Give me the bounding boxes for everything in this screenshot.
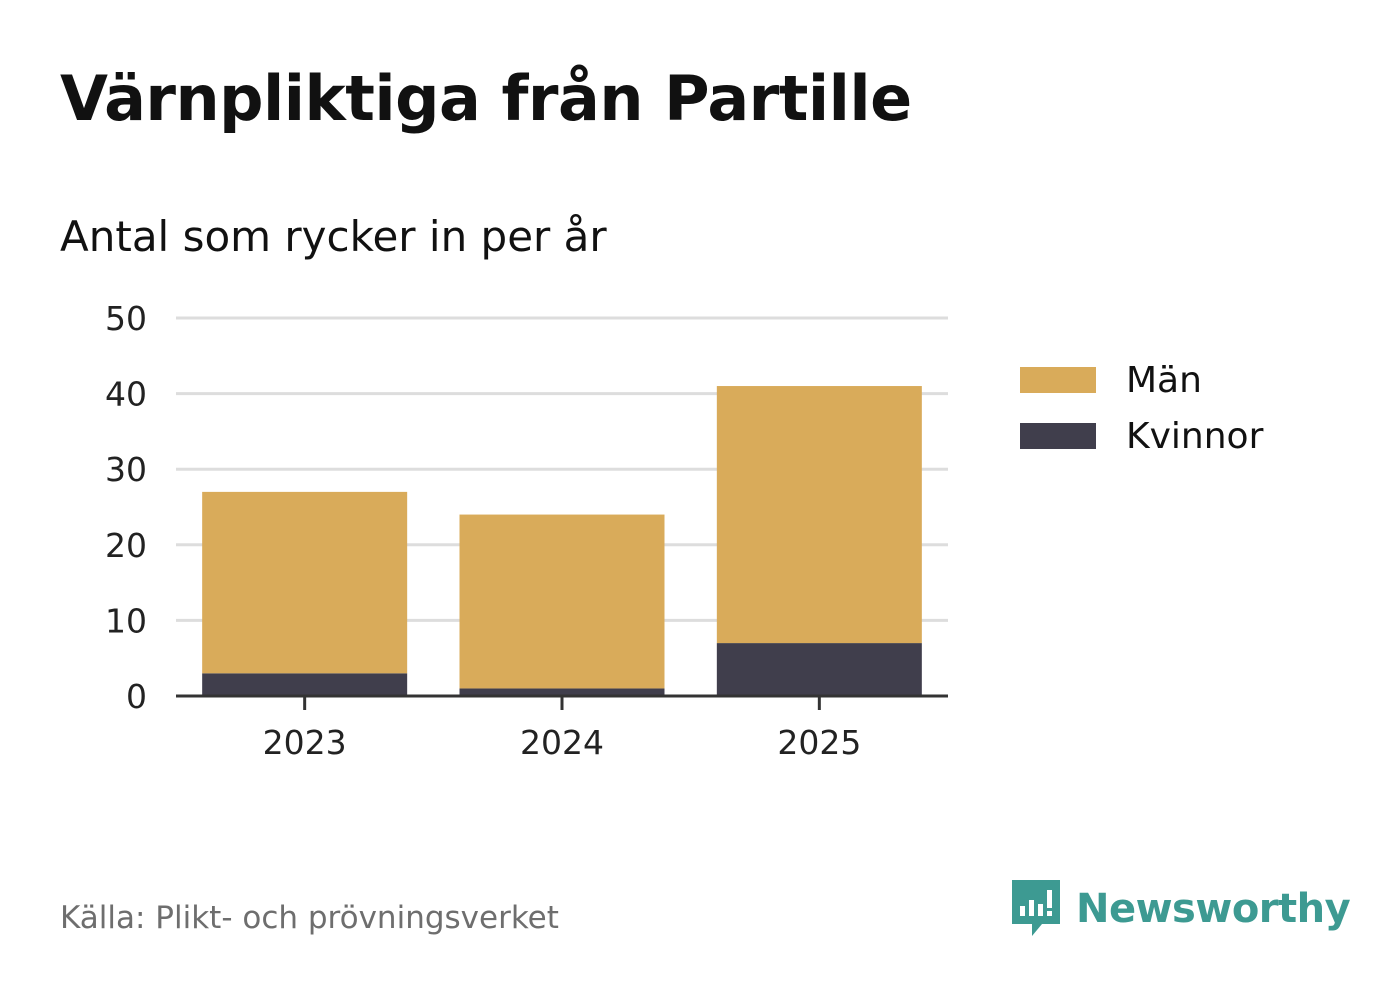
- bar-2025-women: [716, 643, 922, 696]
- x-tick-label: 2025: [777, 723, 861, 762]
- x-tick-label: 2023: [263, 723, 347, 762]
- y-tick-label: 20: [105, 526, 147, 565]
- legend-label-men: Män: [1126, 359, 1202, 401]
- bar-2024-women: [459, 688, 665, 696]
- y-tick-label: 0: [126, 677, 147, 716]
- axes: 0 10 20 30 40 50 2023 2024 2025: [105, 299, 948, 762]
- chart-subtitle: Antal som rycker in per år: [60, 212, 607, 261]
- legend-swatch-women: [1020, 423, 1096, 449]
- bar-2023-men: [202, 491, 408, 674]
- y-tick-label: 30: [105, 450, 147, 489]
- y-tick-label: 50: [105, 299, 147, 338]
- legend: Män Kvinnor: [1020, 352, 1263, 464]
- brand[interactable]: Newsworthy: [1010, 878, 1351, 940]
- legend-item-men: Män: [1020, 352, 1263, 408]
- bar-2024-men: [459, 514, 665, 689]
- y-tick-label: 40: [105, 375, 147, 414]
- newsworthy-logo-icon: [1012, 880, 1060, 936]
- chart-title: Värnpliktiga från Partille: [60, 62, 912, 135]
- source-note: Källa: Plikt- och prövningsverket: [60, 900, 559, 936]
- bar-2023-women: [202, 673, 408, 696]
- x-tick-label: 2024: [520, 723, 604, 762]
- bars: [202, 386, 922, 696]
- legend-item-women: Kvinnor: [1020, 408, 1263, 464]
- legend-label-women: Kvinnor: [1126, 415, 1264, 457]
- y-tick-label: 10: [105, 601, 147, 640]
- legend-swatch-men: [1020, 367, 1096, 393]
- brand-name: Newsworthy: [1076, 886, 1351, 932]
- bar-2025-men: [716, 386, 922, 644]
